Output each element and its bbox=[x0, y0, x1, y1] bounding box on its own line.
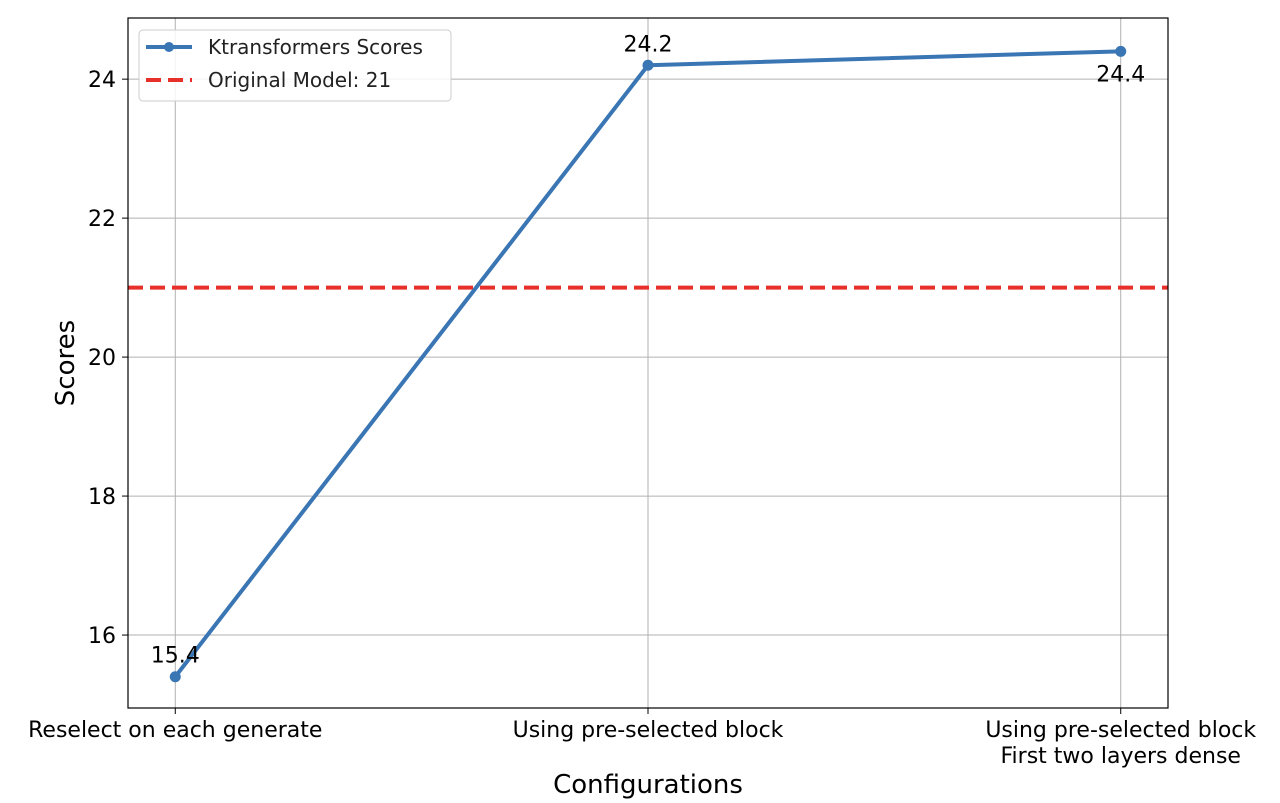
grid bbox=[128, 18, 1168, 708]
data-label: 24.2 bbox=[624, 32, 673, 57]
y-tick-label: 18 bbox=[88, 485, 116, 510]
data-label: 15.4 bbox=[151, 644, 200, 669]
legend-label-original: Original Model: 21 bbox=[208, 68, 391, 92]
x-tick-label: Reselect on each generate bbox=[28, 718, 322, 743]
data-point bbox=[1115, 45, 1127, 57]
legend-label-ktransformers: Ktransformers Scores bbox=[208, 35, 423, 59]
legend-box bbox=[138, 29, 452, 102]
ticks: 16 18 20 22 24 Reselect on each generate Using… bbox=[28, 68, 1256, 769]
data-point bbox=[169, 671, 181, 683]
x-axis-label: Configurations bbox=[553, 770, 743, 800]
y-tick-label: 24 bbox=[88, 68, 116, 93]
y-tick-label: 20 bbox=[88, 346, 116, 371]
legend-marker-ktransformers bbox=[164, 42, 174, 52]
y-tick-label: 22 bbox=[88, 207, 116, 232]
data-point bbox=[642, 59, 654, 71]
x-tick-label: Using pre-selected block bbox=[513, 718, 784, 743]
legend: Ktransformers Scores Original Model: 21 bbox=[138, 29, 452, 102]
y-tick-label: 16 bbox=[88, 624, 116, 649]
x-tick-label: Using pre-selected block bbox=[985, 718, 1256, 743]
data-label: 24.4 bbox=[1096, 62, 1145, 87]
series: 15.4 24.2 24.4 bbox=[151, 32, 1145, 683]
x-tick-label: First two layers dense bbox=[1001, 744, 1241, 769]
y-axis-label: Scores bbox=[51, 320, 81, 406]
